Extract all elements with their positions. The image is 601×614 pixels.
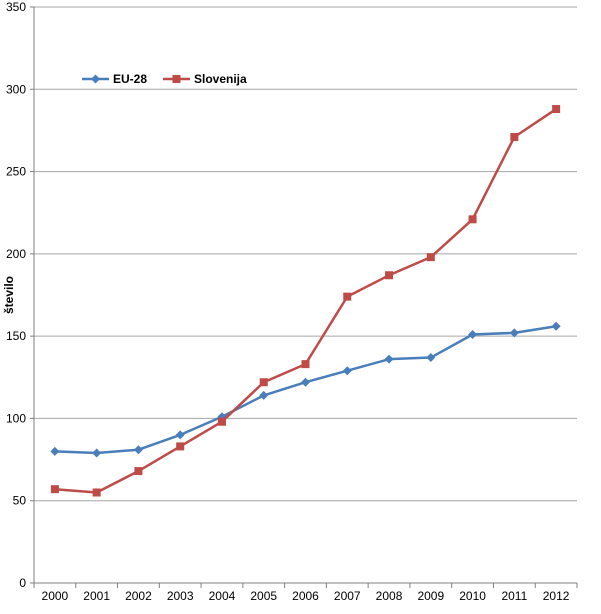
x-tick-label: 2006 xyxy=(292,589,319,603)
data-point-slovenija xyxy=(134,467,143,476)
data-point-slovenija xyxy=(301,360,310,369)
legend-marker-eu-28 xyxy=(91,74,100,84)
x-tick-label: 2009 xyxy=(417,589,444,603)
legend-label-eu-28: EU-28 xyxy=(113,72,147,86)
data-point-eu-28 xyxy=(509,328,519,338)
data-point-slovenija xyxy=(343,292,352,301)
y-tick-label: 250 xyxy=(6,165,26,179)
data-point-eu-28 xyxy=(342,366,352,376)
x-tick-label: 2010 xyxy=(459,589,486,603)
data-point-slovenija xyxy=(385,271,394,280)
y-tick-label: 200 xyxy=(6,247,26,261)
y-tick-label: 100 xyxy=(6,411,26,425)
data-point-eu-28 xyxy=(384,354,394,364)
data-point-eu-28 xyxy=(92,448,102,458)
x-tick-label: 2012 xyxy=(543,589,570,603)
x-tick-label: 2002 xyxy=(125,589,152,603)
x-tick-label: 2000 xyxy=(42,589,69,603)
y-tick-label: 150 xyxy=(6,329,26,343)
data-point-slovenija xyxy=(552,105,561,114)
x-tick-label: 2011 xyxy=(501,589,527,603)
series-line-eu-28 xyxy=(54,325,557,455)
series-eu-28 xyxy=(50,321,561,458)
y-tick-label: 300 xyxy=(6,82,26,96)
data-point-eu-28 xyxy=(301,377,310,387)
data-point-slovenija xyxy=(92,488,101,497)
x-tick-label: 2003 xyxy=(167,589,194,603)
data-point-eu-28 xyxy=(133,445,143,455)
series-line-slovenija xyxy=(54,107,557,494)
data-point-slovenija xyxy=(426,253,435,262)
data-point-slovenija xyxy=(259,378,268,387)
y-axis-ticks: 0 50 100 150 200 250 300 350 xyxy=(6,0,34,590)
y-axis-label: število xyxy=(2,276,16,314)
y-tick-label: 350 xyxy=(6,0,26,14)
legend-marker-slovenija xyxy=(172,75,181,83)
x-tick-label: 2005 xyxy=(250,589,277,603)
y-tick-label: 0 xyxy=(19,576,26,590)
data-point-eu-28 xyxy=(426,353,436,363)
data-point-eu-28 xyxy=(468,329,478,339)
legend-label-slovenija: Slovenija xyxy=(194,72,247,86)
data-point-slovenija xyxy=(217,417,226,426)
x-tick-label: 2007 xyxy=(334,589,361,603)
data-point-slovenija xyxy=(50,485,59,494)
x-tick-label: 2004 xyxy=(209,589,236,603)
y-tick-label: 50 xyxy=(13,494,27,508)
legend: EU-28 Slovenija xyxy=(82,72,247,86)
series-slovenija xyxy=(50,105,561,497)
data-point-eu-28 xyxy=(175,430,185,440)
x-tick-label: 2001 xyxy=(83,589,110,603)
data-point-eu-28 xyxy=(50,446,60,456)
data-point-eu-28 xyxy=(551,321,561,331)
data-point-eu-28 xyxy=(259,390,269,400)
data-point-slovenija xyxy=(468,215,477,224)
data-point-slovenija xyxy=(510,133,519,142)
x-axis-ticks: 2000 2001 2002 2003 2004 2005 2006 2007 2008 2009… xyxy=(33,583,578,603)
x-tick-label: 2008 xyxy=(376,589,403,603)
data-point-slovenija xyxy=(176,442,185,451)
series-group xyxy=(50,105,561,497)
